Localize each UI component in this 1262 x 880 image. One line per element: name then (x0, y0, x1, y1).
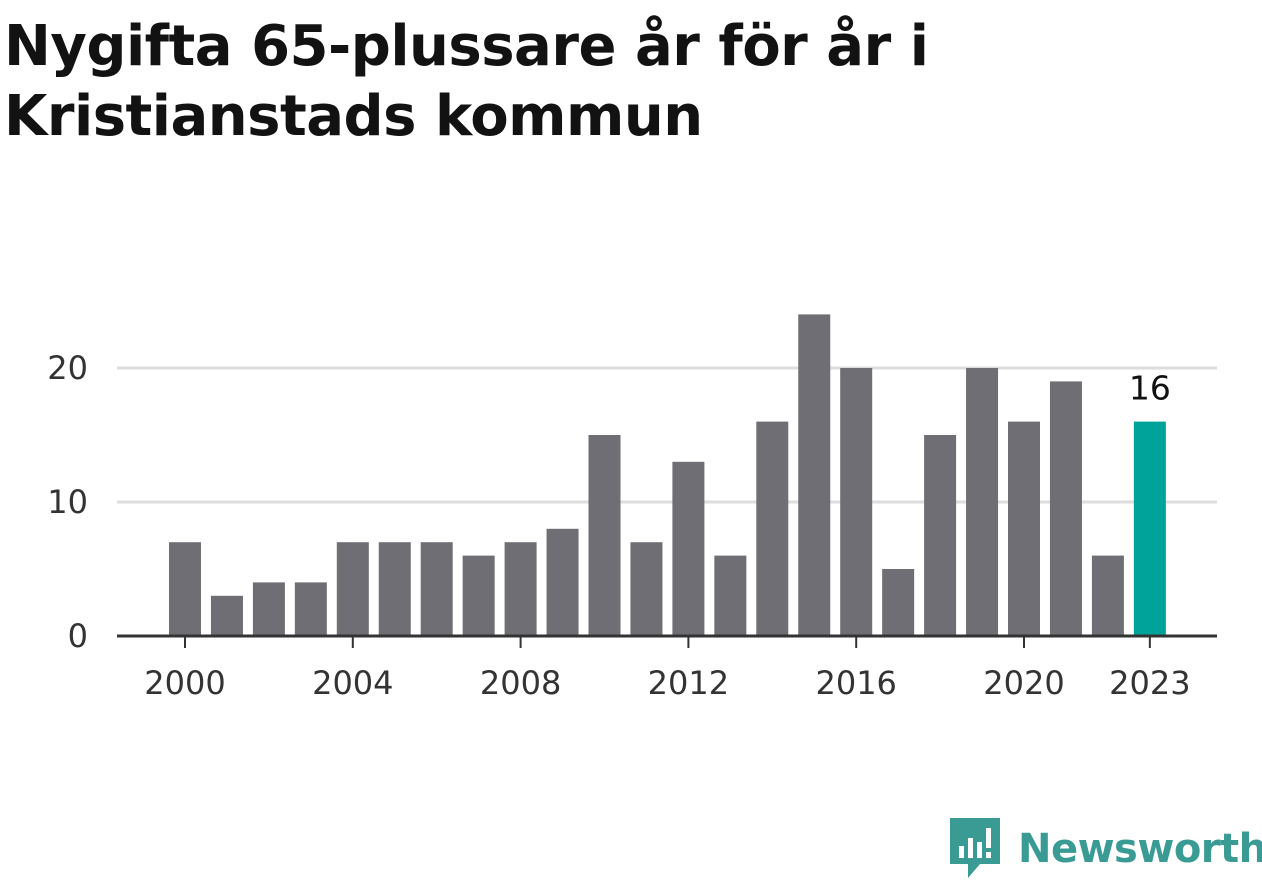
chart-title: Nygifta 65-plussare år för år i Kristian… (4, 14, 929, 149)
bar-2021 (1049, 381, 1082, 636)
bars (169, 314, 1166, 636)
bar-2012 (672, 461, 705, 636)
bar-2009 (546, 528, 579, 636)
bar-2010 (588, 435, 621, 636)
bar-2017 (882, 569, 915, 636)
highlight-value-label: 16 (1129, 369, 1171, 408)
bar-2005 (378, 542, 411, 636)
bar-2016 (840, 368, 873, 636)
newsworthy-logo-icon (950, 818, 1000, 878)
brand-logo: Newsworthy (950, 818, 1262, 880)
bar-2014 (756, 421, 789, 636)
y-tick-label: 20 (47, 349, 88, 387)
bar-2020 (1008, 421, 1040, 636)
brand-name: Newsworthy (1018, 826, 1262, 872)
bar-2007 (462, 555, 495, 636)
x-tick-label: 2000 (144, 664, 225, 702)
bar-2003 (294, 582, 327, 636)
bar-2004 (336, 542, 369, 636)
x-tick-label: 2020 (983, 664, 1064, 702)
bar-2013 (714, 555, 747, 636)
bar-2006 (420, 542, 453, 636)
x-tick-label: 2016 (815, 664, 896, 702)
x-tick-label: 2023 (1109, 664, 1190, 702)
bar-2002 (252, 582, 285, 636)
bar-2001 (210, 595, 243, 636)
x-tick-label: 2008 (480, 664, 561, 702)
y-tick-label: 0 (68, 617, 88, 655)
bar-2018 (924, 435, 957, 636)
bar-2011 (630, 542, 663, 636)
bar-2023 (1133, 421, 1166, 636)
bar-2000 (169, 542, 201, 636)
y-tick-label: 10 (47, 483, 88, 521)
bar-2015 (798, 314, 831, 636)
bar-2008 (504, 542, 537, 636)
x-tick-label: 2004 (312, 664, 393, 702)
x-tick-label: 2012 (648, 664, 729, 702)
bar-2022 (1091, 555, 1124, 636)
bar-2019 (966, 368, 999, 636)
